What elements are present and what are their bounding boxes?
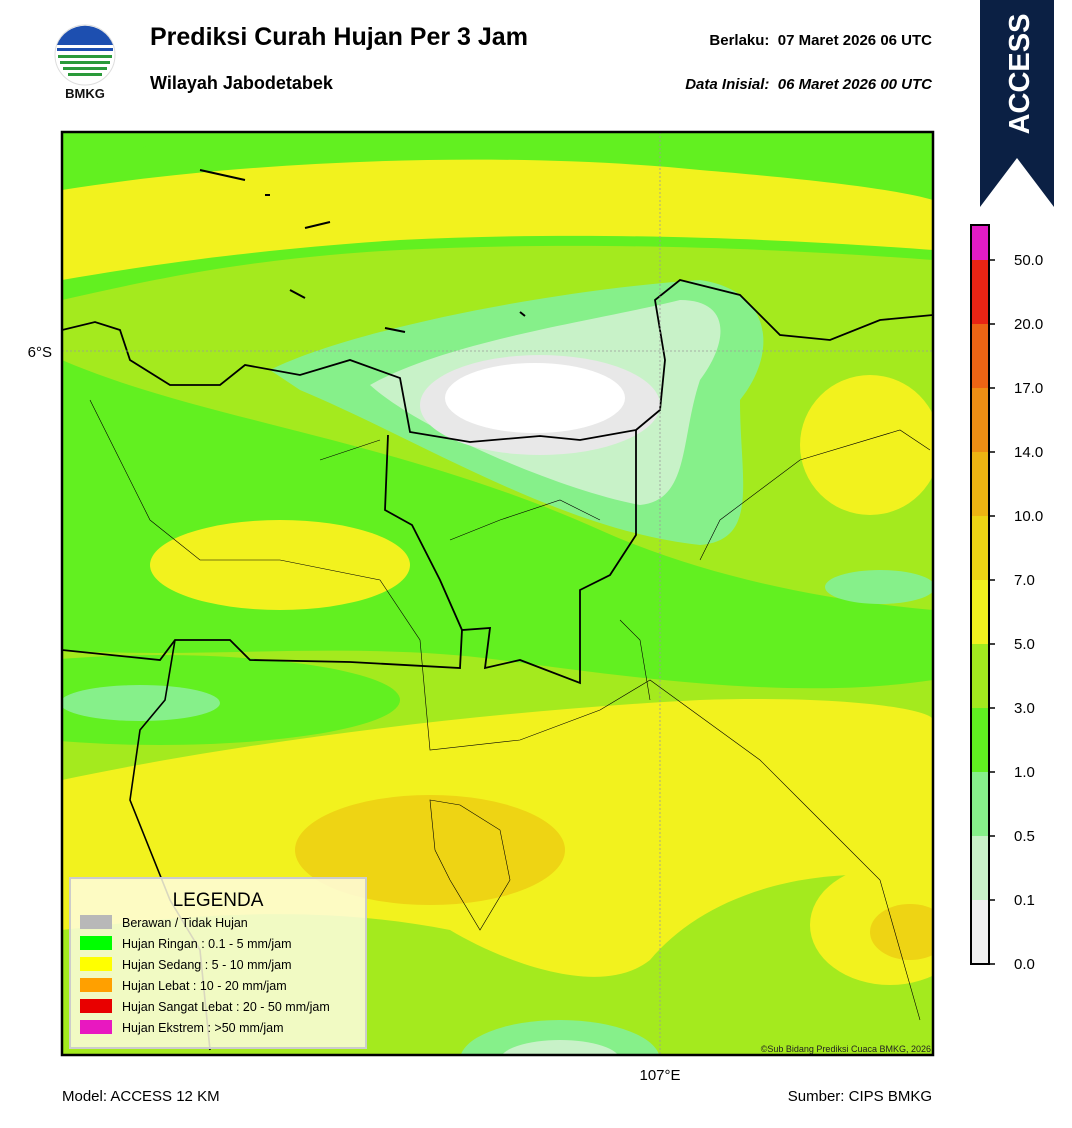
colorbar-tick-label: 20.0 (1014, 316, 1043, 333)
legend-label: Hujan Sedang : 5 - 10 mm/jam (122, 958, 292, 972)
colorbar-frame (970, 224, 990, 965)
colorbar-tick-label: 0.5 (1014, 828, 1035, 845)
legend-swatch (80, 978, 112, 992)
colorbar-tick-label: 10.0 (1014, 508, 1043, 525)
init-time: Data Inisial: 06 Maret 2026 00 UTC (685, 76, 933, 93)
footer-source: Sumber: CIPS BMKG (788, 1088, 932, 1105)
legend-label: Berawan / Tidak Hujan (122, 916, 248, 930)
legend-swatch (80, 957, 112, 971)
model-badge (980, 0, 1054, 207)
bmkg-logo (54, 24, 116, 86)
title: Prediksi Curah Hujan Per 3 Jam (150, 23, 528, 51)
footer-model: Model: ACCESS 12 KM (62, 1088, 220, 1105)
colorbar-tick-label: 7.0 (1014, 572, 1035, 589)
legend-label: Hujan Ringan : 0.1 - 5 mm/jam (122, 937, 292, 951)
colorbar-tick-label: 3.0 (1014, 700, 1035, 717)
colorbar-tick-label: 0.1 (1014, 892, 1035, 909)
map-frame (60, 130, 935, 1057)
colorbar-segment (971, 225, 989, 260)
colorbar-segment (971, 324, 989, 388)
subtitle: Wilayah Jabodetabek (150, 73, 334, 93)
valid-time: Berlaku: 07 Maret 2026 06 UTC (709, 32, 932, 49)
legend-swatch (80, 999, 112, 1013)
colorbar-segment (971, 580, 989, 644)
legend-swatch (80, 1020, 112, 1034)
colorbar-segment (971, 644, 989, 708)
lat-label: 6°S (28, 344, 52, 361)
colorbar-segment (971, 388, 989, 452)
copyright: ©Sub Bidang Prediksi Cuaca BMKG, 2026 (761, 1044, 931, 1054)
colorbar-tick-label: 5.0 (1014, 636, 1035, 653)
colorbar-segment (971, 260, 989, 324)
colorbar-segment (971, 708, 989, 772)
colorbar-tick-label: 17.0 (1014, 380, 1043, 397)
colorbar-tick-label: 1.0 (1014, 764, 1035, 781)
lon-label: 107°E (639, 1067, 680, 1084)
legend-label: Hujan Lebat : 10 - 20 mm/jam (122, 979, 287, 993)
badge-text: ACCESS (1004, 14, 1036, 135)
colorbar-tick-label: 0.0 (1014, 956, 1035, 973)
colorbar-segment (971, 772, 989, 836)
colorbar: 0.0 0.1 0.5 1.0 3.0 5.0 7.0 10.0 14.0 17.0 20.0 50.… (970, 224, 1043, 973)
legend-label: Hujan Sangat Lebat : 20 - 50 mm/jam (122, 1000, 330, 1014)
legend-swatch (80, 936, 112, 950)
colorbar-segment (971, 900, 989, 964)
legend-swatch (80, 915, 112, 929)
legend: LEGENDA Berawan / Tidak Hujan Hujan Ringa… (69, 877, 367, 1049)
logo-text: BMKG (65, 86, 105, 101)
legend-label: Hujan Ekstrem : >50 mm/jam (122, 1021, 284, 1035)
colorbar-tick-label: 50.0 (1014, 252, 1043, 269)
colorbar-segment (971, 836, 989, 900)
legend-title: LEGENDA (173, 890, 264, 911)
colorbar-tick-label: 14.0 (1014, 444, 1043, 461)
colorbar-segment (971, 516, 989, 580)
colorbar-segment (971, 452, 989, 516)
